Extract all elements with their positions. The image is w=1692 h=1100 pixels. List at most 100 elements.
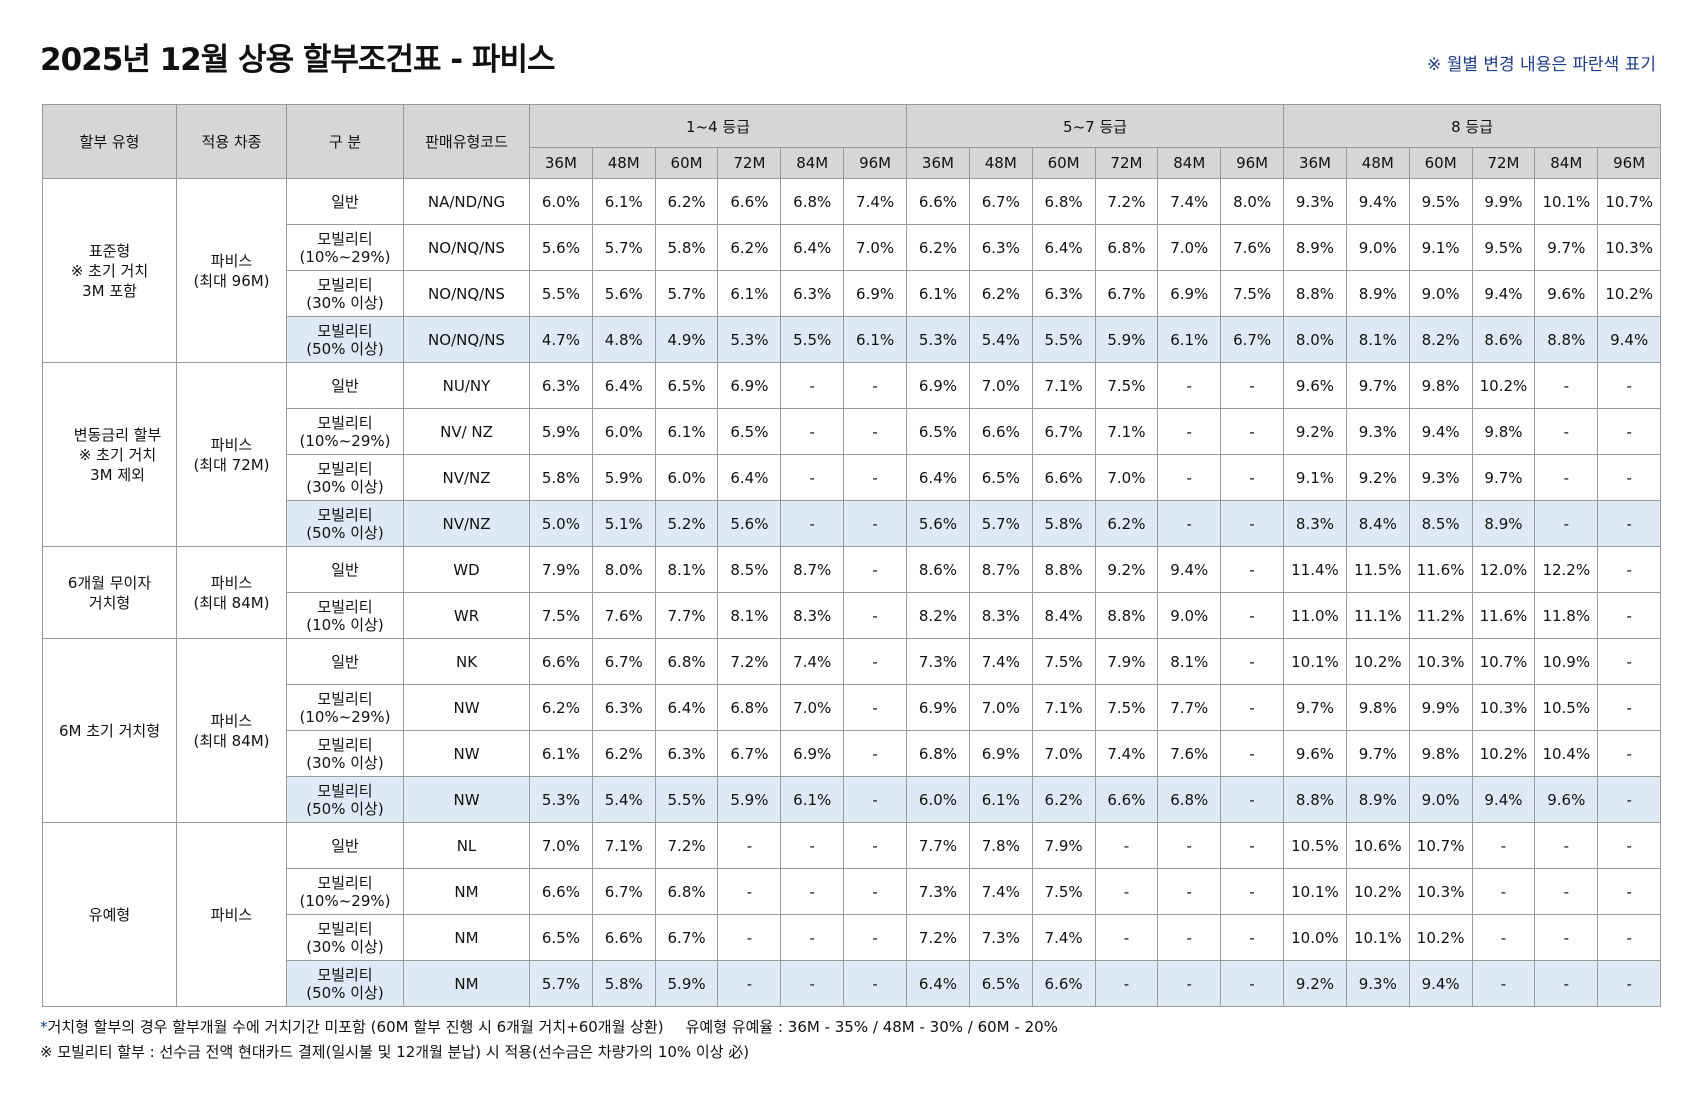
rate-cell: 10.3%: [1408, 868, 1473, 915]
footnote-deferral-text: 거치형 할부의 경우 할부개월 수에 거치기간 미포함 (60M 할부 진행 시…: [47, 1018, 664, 1036]
rate-cell: 7.6%: [1157, 730, 1222, 777]
rate-cell: 9.4%: [1408, 960, 1473, 1007]
rate-cell: 6.7%: [591, 868, 656, 915]
rate-cell: -: [1534, 408, 1599, 455]
rate-cell: 6.1%: [843, 316, 908, 363]
rate-cell: 11.5%: [1345, 546, 1410, 593]
category-line: (10% 이상): [306, 615, 384, 634]
rate-cell: -: [1220, 454, 1285, 501]
installment-rate-table: 할부 유형 적용 차종 구 분 판매유형코드 1~4 등급 5~7 등급 8 등…: [42, 104, 1662, 1007]
applicable-model-line: (최대 84M): [193, 593, 270, 612]
rate-cell: 10.7%: [1408, 822, 1473, 869]
rate-cell: 9.6%: [1534, 270, 1599, 317]
header-grade-group: 5~7 등급: [906, 104, 1285, 148]
rate-cell: 8.8%: [1283, 776, 1347, 823]
rate-cell: -: [780, 500, 845, 547]
table-row: 모빌리티 (50% 이상) NO/NQ/NS 4.7% 4.8% 4.9% 5.3% 5.5%…: [43, 316, 1662, 363]
rate-cell: 6.2%: [717, 224, 782, 271]
applicable-model-line: 파비스: [210, 573, 253, 592]
rate-cell: 9.0%: [1408, 270, 1473, 317]
rate-cell: -: [717, 822, 782, 869]
rate-cell: -: [843, 638, 908, 685]
rate-cell: 6.2%: [1094, 500, 1159, 547]
rate-cell: 5.5%: [1031, 316, 1096, 363]
sales-code-cell: NO/NQ/NS: [403, 224, 530, 271]
rate-cell: 7.0%: [843, 224, 908, 271]
sales-code-cell: NV/NZ: [403, 454, 530, 501]
rate-cell: 9.4%: [1597, 316, 1662, 363]
rate-cell: 5.9%: [717, 776, 782, 823]
rate-cell: 6.9%: [906, 684, 970, 731]
header-term: 72M: [1471, 147, 1536, 179]
rate-cell: 6.6%: [906, 178, 970, 225]
category-cell: 모빌리티 (30% 이상): [286, 270, 404, 317]
rate-cell: -: [843, 914, 908, 961]
rate-cell: 11.2%: [1408, 592, 1473, 639]
rate-cell: 6.4%: [717, 454, 782, 501]
rate-cell: 9.7%: [1345, 730, 1410, 777]
rate-cell: 6.8%: [780, 178, 845, 225]
rate-cell: 8.2%: [906, 592, 970, 639]
rate-cell: -: [717, 914, 782, 961]
rate-cell: 6.3%: [968, 224, 1033, 271]
rate-cell: 7.2%: [1094, 178, 1159, 225]
category-line: (30% 이상): [306, 477, 384, 496]
rate-cell: 6.4%: [906, 454, 970, 501]
rate-cell: -: [1220, 868, 1285, 915]
rate-cell: -: [1534, 500, 1599, 547]
installment-type-line: 거치형: [88, 593, 131, 612]
rate-cell: 6.6%: [1094, 776, 1159, 823]
rate-cell: 7.0%: [780, 684, 845, 731]
rate-cell: -: [780, 454, 845, 501]
rate-cell: 5.6%: [591, 270, 656, 317]
rate-cell: -: [1157, 960, 1222, 1007]
rate-cell: 5.2%: [654, 500, 719, 547]
rate-cell: 6.2%: [654, 178, 719, 225]
header-term: 48M: [968, 147, 1033, 179]
rate-cell: 8.3%: [968, 592, 1033, 639]
rate-cell: -: [1220, 592, 1285, 639]
rate-cell: 7.9%: [1031, 822, 1096, 869]
rate-cell: 11.0%: [1283, 592, 1347, 639]
applicable-model-cell: 파비스: [176, 822, 287, 1007]
rate-cell: 6.3%: [529, 362, 593, 409]
rate-cell: 5.5%: [654, 776, 719, 823]
rate-cell: 5.7%: [529, 960, 593, 1007]
category-line: (30% 이상): [306, 293, 384, 312]
rate-cell: 11.4%: [1283, 546, 1347, 593]
rate-cell: 5.5%: [780, 316, 845, 363]
rate-cell: 10.1%: [1283, 638, 1347, 685]
rate-cell: 4.9%: [654, 316, 719, 363]
rate-cell: 7.1%: [1031, 362, 1096, 409]
rate-cell: -: [1157, 454, 1222, 501]
rate-cell: 8.4%: [1345, 500, 1410, 547]
rate-cell: 6.9%: [968, 730, 1033, 777]
footnote-line-2: ※ 모빌리티 할부 : 선수금 전액 현대카드 결제(일시불 및 12개월 분납…: [40, 1043, 750, 1061]
rate-cell: 6.0%: [591, 408, 656, 455]
rate-cell: 8.1%: [717, 592, 782, 639]
rate-cell: 6.6%: [1031, 454, 1096, 501]
rate-table-container: 할부 유형 적용 차종 구 분 판매유형코드 1~4 등급 5~7 등급 8 등…: [42, 104, 1662, 1007]
rate-cell: 6.7%: [1094, 270, 1159, 317]
category-line: 일반: [331, 376, 359, 395]
rate-cell: 8.9%: [1345, 776, 1410, 823]
rate-cell: 9.1%: [1408, 224, 1473, 271]
rate-cell: 4.8%: [591, 316, 656, 363]
table-row: 모빌리티 (30% 이상) NM 6.5% 6.6% 6.7% - - -7.2% 7.3% 7.4…: [43, 914, 1662, 961]
rate-cell: 7.1%: [1094, 408, 1159, 455]
category-line: 모빌리티: [317, 781, 373, 800]
header-term: 36M: [906, 147, 970, 179]
rate-cell: 11.8%: [1534, 592, 1599, 639]
header-category: 구 분: [286, 104, 404, 179]
rate-cell: 7.7%: [906, 822, 970, 869]
category-cell: 일반: [286, 546, 404, 593]
rate-cell: 10.4%: [1534, 730, 1599, 777]
table-row: 모빌리티 (10%~29%) NO/NQ/NS 5.6% 5.7% 5.8% 6.2% 6.4…: [43, 224, 1662, 271]
rate-cell: 9.5%: [1471, 224, 1536, 271]
rate-cell: 10.0%: [1283, 914, 1347, 961]
installment-type-cell: 표준형 ※ 초기 거치 3M 포함: [42, 178, 177, 363]
rate-cell: 9.8%: [1345, 684, 1410, 731]
category-line: 모빌리티: [317, 321, 373, 340]
table-row: 모빌리티 (50% 이상) NM 5.7% 5.8% 5.9% - - -6.4% 6.5% 6.6…: [43, 960, 1662, 1007]
sales-code-cell: NW: [403, 776, 530, 823]
